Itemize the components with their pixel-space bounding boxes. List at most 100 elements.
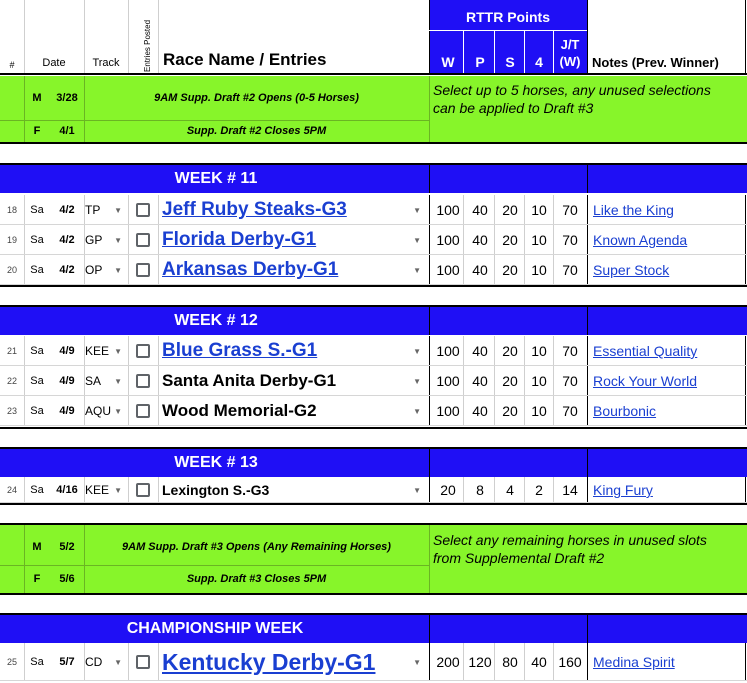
race-name: Lexington S.-G3 bbox=[162, 482, 270, 498]
track-select[interactable]: KEE ▼ bbox=[84, 477, 128, 503]
race-row: 23 Sa 4/9 AQU ▼ Wood Memorial-G2 ▼ 100 4… bbox=[0, 396, 747, 426]
entries-posted-cell bbox=[128, 255, 158, 285]
race-day: Sa bbox=[30, 345, 44, 357]
draft2-note-2: can be applied to Draft #3 bbox=[433, 99, 594, 116]
race-number: 20 bbox=[6, 265, 17, 275]
draft3-band: M 5/2 9AM Supp. Draft #3 Opens (Any Rema… bbox=[0, 525, 747, 593]
notes-cell: King Fury bbox=[588, 477, 745, 503]
header-num: # bbox=[9, 60, 15, 70]
track-select[interactable]: SA ▼ bbox=[84, 366, 128, 396]
race-date: 4/2 bbox=[59, 264, 75, 276]
header-w: W bbox=[441, 54, 455, 70]
track-select[interactable]: GP ▼ bbox=[84, 225, 128, 255]
chevron-down-icon: ▼ bbox=[114, 657, 122, 667]
race-name[interactable]: Kentucky Derby-G1 bbox=[162, 648, 376, 675]
header-rttr-points: RTTR Points bbox=[466, 9, 550, 25]
entries-posted-cell bbox=[128, 396, 158, 426]
championship-title: CHAMPIONSHIP WEEK bbox=[126, 620, 304, 637]
race-name-select[interactable]: Lexington S.-G3 ▼ bbox=[158, 477, 429, 503]
race-date: 4/16 bbox=[56, 484, 78, 496]
points-win: 100 bbox=[436, 202, 460, 218]
draft2-close-text: Supp. Draft #2 Closes 5PM bbox=[186, 125, 327, 137]
race-date: 4/9 bbox=[59, 405, 75, 417]
race-row: 21 Sa 4/9 KEE ▼ Blue Grass S.-G1 ▼ 100 4… bbox=[0, 336, 747, 366]
entries-posted-checkbox[interactable] bbox=[136, 483, 150, 497]
points-fourth: 10 bbox=[531, 403, 547, 419]
points-fourth: 10 bbox=[531, 262, 547, 278]
draft3-close-text: Supp. Draft #3 Closes 5PM bbox=[186, 573, 327, 585]
race-name-select[interactable]: Arkansas Derby-G1 ▼ bbox=[158, 255, 429, 285]
chevron-down-icon: ▼ bbox=[114, 265, 122, 275]
race-name-select[interactable]: Wood Memorial-G2 ▼ bbox=[158, 396, 429, 426]
race-name: Santa Anita Derby-G1 bbox=[162, 371, 337, 390]
race-name-select[interactable]: Blue Grass S.-G1 ▼ bbox=[158, 336, 429, 366]
prev-winner-link[interactable]: King Fury bbox=[593, 482, 653, 498]
track-select[interactable]: KEE ▼ bbox=[84, 336, 128, 366]
prev-winner-link[interactable]: Medina Spirit bbox=[593, 654, 675, 670]
race-name-select[interactable]: Kentucky Derby-G1 ▼ bbox=[158, 643, 429, 681]
prev-winner-link[interactable]: Super Stock bbox=[593, 262, 670, 278]
points-fourth: 40 bbox=[531, 654, 547, 670]
chevron-down-icon: ▼ bbox=[413, 376, 421, 386]
race-day: Sa bbox=[30, 656, 44, 668]
entries-posted-checkbox[interactable] bbox=[136, 404, 150, 418]
entries-posted-checkbox[interactable] bbox=[136, 655, 150, 669]
race-date: 4/2 bbox=[59, 204, 75, 216]
notes-cell: Rock Your World bbox=[588, 366, 745, 396]
points-win: 100 bbox=[436, 262, 460, 278]
race-name: Wood Memorial-G2 bbox=[162, 401, 317, 420]
chevron-down-icon: ▼ bbox=[114, 485, 122, 495]
track-value: KEE bbox=[85, 344, 110, 358]
points-place: 40 bbox=[472, 232, 488, 248]
points-win: 100 bbox=[436, 403, 460, 419]
race-row: 24 Sa 4/16 KEE ▼ Lexington S.-G3 ▼ 20 8 … bbox=[0, 477, 747, 503]
points-win: 100 bbox=[436, 343, 460, 359]
points-show: 20 bbox=[502, 343, 518, 359]
entries-posted-checkbox[interactable] bbox=[136, 203, 150, 217]
entries-posted-cell bbox=[128, 195, 158, 225]
notes-cell: Medina Spirit bbox=[588, 643, 745, 681]
track-select[interactable]: AQU ▼ bbox=[84, 396, 128, 426]
points-show: 20 bbox=[502, 262, 518, 278]
prev-winner-link[interactable]: Known Agenda bbox=[593, 232, 688, 248]
entries-posted-checkbox[interactable] bbox=[136, 374, 150, 388]
header-notes: Notes (Prev. Winner) bbox=[592, 54, 719, 70]
entries-posted-checkbox[interactable] bbox=[136, 263, 150, 277]
race-row: 20 Sa 4/2 OP ▼ Arkansas Derby-G1 ▼ 100 4… bbox=[0, 255, 747, 285]
race-name-select[interactable]: Santa Anita Derby-G1 ▼ bbox=[158, 366, 429, 396]
race-name[interactable]: Jeff Ruby Steaks-G3 bbox=[162, 199, 347, 220]
prev-winner-link[interactable]: Bourbonic bbox=[593, 403, 657, 419]
prev-winner-link[interactable]: Like the King bbox=[593, 202, 674, 218]
chevron-down-icon: ▼ bbox=[114, 376, 122, 386]
points-show: 80 bbox=[502, 654, 518, 670]
race-row: 19 Sa 4/2 GP ▼ Florida Derby-G1 ▼ 100 40… bbox=[0, 225, 747, 255]
track-select[interactable]: OP ▼ bbox=[84, 255, 128, 285]
track-value: GP bbox=[85, 233, 103, 247]
header-jt: J/T bbox=[560, 37, 580, 52]
entries-posted-cell bbox=[128, 477, 158, 503]
points-fourth: 10 bbox=[531, 202, 547, 218]
entries-posted-cell bbox=[128, 366, 158, 396]
chevron-down-icon: ▼ bbox=[114, 406, 122, 416]
race-name[interactable]: Blue Grass S.-G1 bbox=[162, 340, 318, 361]
race-row: 25 Sa 5/7 CD ▼ Kentucky Derby-G1 ▼ 200 1… bbox=[0, 643, 747, 681]
entries-posted-checkbox[interactable] bbox=[136, 344, 150, 358]
week13-title: WEEK # 13 bbox=[174, 454, 258, 471]
points-jt: 70 bbox=[562, 373, 578, 389]
points-show: 20 bbox=[502, 403, 518, 419]
entries-posted-checkbox[interactable] bbox=[136, 233, 150, 247]
prev-winner-link[interactable]: Essential Quality bbox=[593, 343, 698, 359]
race-name[interactable]: Arkansas Derby-G1 bbox=[162, 259, 339, 280]
draft3-note-1: Select any remaining horses in unused sl… bbox=[433, 531, 707, 548]
race-name-select[interactable]: Jeff Ruby Steaks-G3 ▼ bbox=[158, 195, 429, 225]
track-select[interactable]: CD ▼ bbox=[84, 643, 128, 681]
notes-cell: Essential Quality bbox=[588, 336, 745, 366]
prev-winner-link[interactable]: Rock Your World bbox=[593, 373, 698, 389]
entries-posted-cell bbox=[128, 336, 158, 366]
race-date: 4/2 bbox=[59, 234, 75, 246]
points-win: 20 bbox=[440, 482, 456, 498]
header-row: # Date Track Entries Posted Race Name / … bbox=[0, 0, 747, 74]
track-select[interactable]: TP ▼ bbox=[84, 195, 128, 225]
race-name[interactable]: Florida Derby-G1 bbox=[162, 229, 317, 250]
race-name-select[interactable]: Florida Derby-G1 ▼ bbox=[158, 225, 429, 255]
